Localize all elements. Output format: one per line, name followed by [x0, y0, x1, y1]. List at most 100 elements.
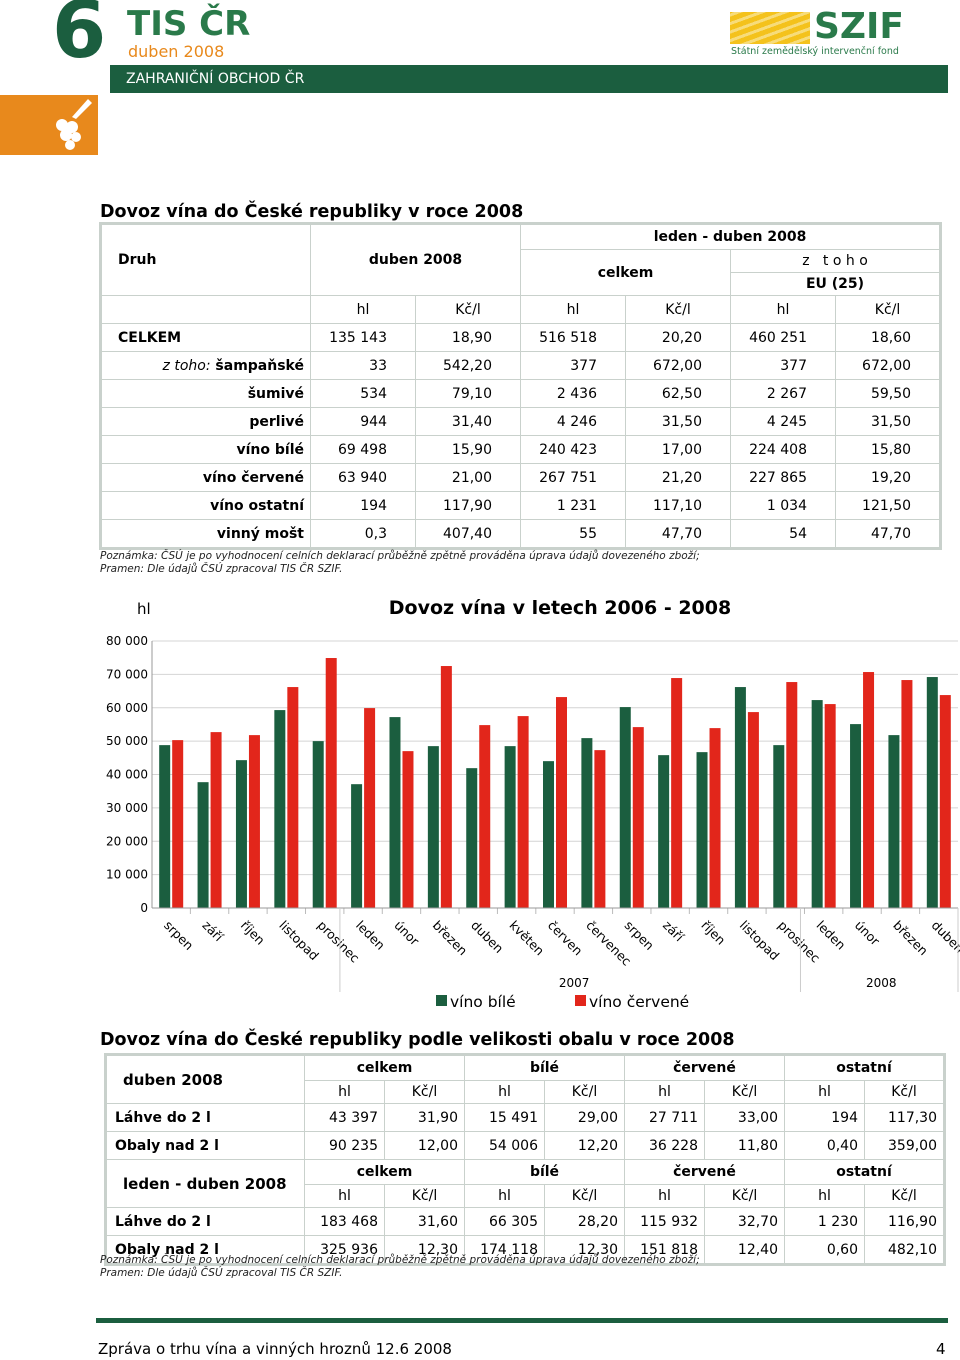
bar	[709, 728, 721, 908]
value-cell: 672,00	[834, 351, 942, 380]
x-tick-label: listopad	[276, 918, 322, 964]
value-cell: 117,90	[415, 491, 521, 520]
value-cell: 55	[520, 519, 626, 549]
bar	[287, 687, 299, 908]
bar	[734, 687, 746, 908]
x-tick-label: duben	[929, 918, 960, 956]
group-cell: červené	[624, 1054, 785, 1081]
package-table: duben 2008 celkem bílé červené ostatní hl Kč/l…	[104, 1053, 946, 1266]
bar	[197, 782, 209, 908]
group-cell: červené	[624, 1159, 785, 1185]
row-name: CELKEM	[118, 329, 182, 346]
bar	[939, 695, 951, 908]
value-cell: 183 468	[304, 1207, 385, 1236]
value-cell: 59,50	[834, 379, 942, 408]
bar	[351, 784, 363, 908]
value-cell: 29,00	[544, 1103, 625, 1132]
value-cell: 0,40	[784, 1131, 865, 1160]
header-cell: celkem	[520, 249, 731, 296]
value-cell: 224 408	[730, 435, 836, 464]
legend-swatch	[436, 995, 447, 1006]
period-cell: leden - duben 2008	[105, 1159, 305, 1208]
group-cell: celkem	[304, 1054, 465, 1081]
unit-cell: Kč/l	[415, 295, 521, 324]
bar	[850, 724, 862, 908]
value-cell: 227 865	[730, 463, 836, 492]
x-tick-label: leden	[353, 918, 388, 953]
row-name: šampaňské	[215, 357, 304, 374]
section-bar	[110, 65, 948, 93]
bar	[389, 717, 401, 908]
orange-block	[0, 95, 98, 155]
x-tick-label: září	[660, 918, 687, 945]
value-cell: 63 940	[310, 463, 416, 492]
unit-cell: hl	[310, 295, 416, 324]
bar	[312, 741, 324, 908]
x-tick-label: listopad	[737, 918, 783, 964]
value-cell: 194	[784, 1103, 865, 1132]
row-name: šumivé	[247, 385, 304, 402]
bar	[926, 677, 938, 908]
unit-cell: Kč/l	[834, 295, 942, 324]
chart: Dovoz vína v letech 2006 - 2008 hl 0 10 0…	[106, 597, 960, 1011]
value-cell: 47,70	[625, 519, 731, 549]
bar	[504, 746, 516, 908]
bar	[427, 746, 439, 908]
value-cell: 117,10	[625, 491, 731, 520]
legend-label: víno bílé	[450, 993, 516, 1011]
footer-text: Zpráva o trhu vína a vinných hroznů 12.6…	[98, 1340, 452, 1358]
value-cell: 460 251	[730, 323, 836, 352]
x-tick-label: únor	[852, 918, 883, 949]
unit-cell: Kč/l	[384, 1080, 465, 1104]
value-cell: 1 034	[730, 491, 836, 520]
value-cell: 31,50	[834, 407, 942, 436]
value-cell: 43 397	[304, 1103, 385, 1132]
row-label: z toho: šampaňské	[100, 351, 311, 380]
bar	[658, 755, 670, 908]
x-tick-label: srpen	[161, 918, 196, 953]
table-row: Láhve do 2 l 183 468 31,60 66 305 28,20 115 9…	[105, 1207, 945, 1236]
year-label: 2008	[866, 976, 897, 990]
value-cell: 15 491	[464, 1103, 545, 1132]
value-cell: 194	[310, 491, 416, 520]
value-cell: 20,20	[625, 323, 731, 352]
source: Pramen: Dle údajů ČSÚ zpracoval TIS ČR S…	[100, 1267, 343, 1279]
y-tick-label: 10 000	[106, 868, 148, 882]
table-row: perlivé 944 31,40 4 246 31,50 4 245 31,50	[100, 407, 942, 436]
table-row: CELKEM 135 143 18,90 516 518 20,20 460 251 18,…	[100, 323, 942, 352]
unit-cell: hl	[624, 1080, 705, 1104]
source: Pramen: Dle údajů ČSÚ zpracoval TIS ČR S…	[100, 563, 343, 575]
bar	[210, 732, 222, 908]
unit-cell: Kč/l	[544, 1184, 625, 1208]
unit-cell: Kč/l	[704, 1184, 785, 1208]
value-cell: 54 006	[464, 1131, 545, 1160]
value-cell: 2 436	[520, 379, 626, 408]
unit-cell: hl	[730, 295, 836, 324]
bar	[440, 666, 452, 908]
bar	[402, 751, 414, 908]
table-row: šumivé 534 79,10 2 436 62,50 2 267 59,50	[100, 379, 942, 408]
value-cell: 377	[730, 351, 836, 380]
value-cell: 18,60	[834, 323, 942, 352]
x-tick-label: září	[199, 918, 226, 945]
bar	[594, 750, 606, 908]
row-label: perlivé	[100, 407, 311, 436]
bar	[248, 735, 260, 908]
unit-cell: hl	[464, 1184, 545, 1208]
table-row: vinný mošt 0,3 407,40 55 47,70 54 47,70	[100, 519, 942, 549]
table-row: Obaly nad 2 l 90 235 12,00 54 006 12,20 36 22…	[105, 1131, 945, 1160]
unit-cell: hl	[784, 1080, 865, 1104]
group-cell: ostatní	[784, 1054, 945, 1081]
grape-icon	[56, 99, 92, 150]
bar	[786, 682, 798, 908]
value-cell: 11,80	[704, 1131, 785, 1160]
value-cell: 21,00	[415, 463, 521, 492]
y-tick-label: 60 000	[106, 701, 148, 715]
bar	[671, 678, 683, 908]
value-cell: 12,00	[384, 1131, 465, 1160]
value-cell: 17,00	[625, 435, 731, 464]
header-row: leden - duben 2008 celkem bílé červené ostat…	[105, 1159, 945, 1208]
group-cell: celkem	[304, 1159, 465, 1185]
table-title: Dovoz vína do České republiky v roce 200…	[100, 202, 524, 222]
